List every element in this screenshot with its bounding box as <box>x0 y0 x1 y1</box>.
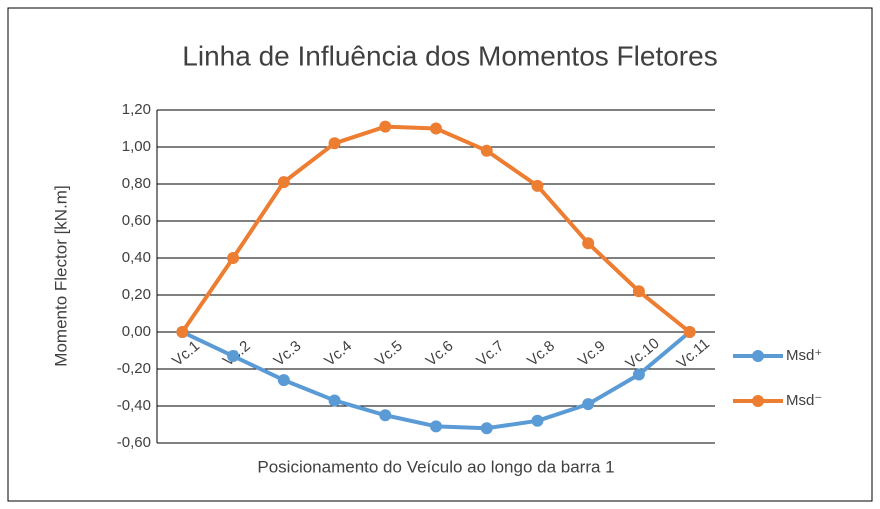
y-tick-label: 0,20 <box>122 286 151 303</box>
y-axis-title: Momento Flector [kN.m] <box>51 185 70 366</box>
data-point <box>176 326 189 338</box>
data-point <box>480 422 493 435</box>
data-point <box>277 176 290 189</box>
y-tick-label: -0,60 <box>117 434 151 451</box>
data-point <box>531 179 544 192</box>
legend-label: Msd⁺ <box>786 347 822 364</box>
y-tick-label: 0,80 <box>122 175 151 192</box>
legend-marker <box>752 350 764 362</box>
data-point <box>430 420 442 433</box>
chart-border <box>7 7 873 502</box>
chart-title: Linha de Influência dos Momentos Fletore… <box>182 40 717 71</box>
y-tick-label: -0,20 <box>117 360 151 377</box>
y-tick-label: -0,40 <box>117 397 151 414</box>
legend-label: Msd⁻ <box>786 392 822 409</box>
data-point <box>582 398 595 411</box>
data-point <box>683 326 696 338</box>
data-point <box>227 350 240 363</box>
y-tick-label: 0,60 <box>122 212 151 229</box>
x-axis-title: Posicionamento do Veículo ao longo da ba… <box>257 457 614 476</box>
data-point <box>227 252 240 264</box>
y-tick-label: 1,00 <box>122 138 151 155</box>
y-tick-label: 0,00 <box>122 323 151 340</box>
data-point <box>632 368 645 381</box>
y-tick-label: 0,40 <box>122 249 151 266</box>
data-point <box>277 374 290 387</box>
data-point <box>480 144 493 157</box>
data-point <box>531 414 544 427</box>
data-point <box>632 285 645 298</box>
data-point <box>328 137 341 150</box>
data-point <box>379 409 392 422</box>
data-point <box>430 122 442 135</box>
data-point <box>582 237 595 250</box>
legend-marker <box>752 395 764 407</box>
data-point <box>379 120 392 133</box>
y-tick-label: 1,20 <box>122 101 151 118</box>
data-point <box>328 394 341 407</box>
